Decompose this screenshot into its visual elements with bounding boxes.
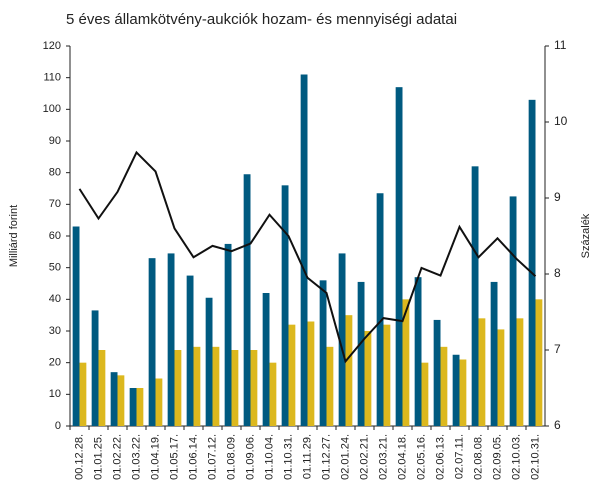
x-tick-label: 01.07.12. — [206, 434, 218, 480]
x-tick-label: 02.06.13. — [434, 434, 446, 480]
bar — [288, 324, 296, 426]
y-tick-label: 110 — [43, 72, 61, 84]
y-tick-label: 30 — [49, 325, 61, 337]
bar — [98, 350, 106, 426]
x-tick-label: 01.10.31. — [282, 434, 294, 480]
bar — [440, 346, 448, 426]
bar — [129, 388, 137, 426]
bar — [528, 99, 536, 426]
y2-tick-label: 7 — [554, 342, 561, 356]
bar — [452, 354, 460, 426]
x-tick-label: 02.08.08. — [472, 434, 484, 480]
bar — [471, 166, 479, 427]
x-tick-label: 01.09.06. — [244, 434, 256, 480]
bar — [478, 318, 486, 426]
x-tick-label: 02.10.03. — [510, 434, 522, 480]
y-tick-label: 60 — [49, 230, 61, 242]
x-tick-label: 01.01.25. — [92, 434, 104, 480]
bar — [459, 359, 467, 426]
bar — [300, 74, 308, 426]
y-tick-label: 90 — [49, 135, 61, 147]
bar — [535, 299, 543, 426]
line — [78, 150, 537, 364]
x-tick-label: 02.03.21. — [377, 434, 389, 480]
bar — [269, 362, 277, 426]
y-tick-label: 100 — [43, 103, 61, 115]
bar — [110, 372, 118, 426]
bar — [509, 196, 517, 426]
bar — [79, 362, 87, 426]
x-tick-label: 02.01.24. — [339, 434, 351, 480]
bar — [155, 378, 163, 426]
bar — [497, 329, 505, 426]
x-tick-label: 01.06.14. — [187, 434, 199, 480]
y-tick-label: 40 — [49, 293, 61, 305]
y-tick-label: 0 — [55, 420, 61, 432]
x-tick-label: 01.11.29. — [301, 434, 313, 479]
x-tick-label: 01.04.19. — [149, 434, 161, 480]
y2-tick-label: 11 — [554, 38, 567, 52]
bar — [307, 321, 315, 426]
bar — [414, 277, 422, 426]
x-tick-label: 01.08.09. — [225, 434, 237, 480]
bar — [357, 281, 365, 426]
bar — [395, 87, 403, 427]
bar — [364, 331, 372, 426]
y2-tick-label: 6 — [554, 418, 561, 432]
x-tick-label: 02.07.11. — [453, 434, 465, 479]
bar — [231, 350, 239, 426]
y-tick-label: 70 — [49, 198, 61, 210]
bar — [376, 193, 384, 426]
bar — [281, 185, 289, 426]
x-tick-label: 01.03.22. — [130, 434, 142, 480]
x-tick-label: 01.02.22. — [111, 434, 123, 480]
bar — [174, 350, 182, 426]
bar — [224, 243, 232, 426]
bar — [338, 253, 346, 426]
bar — [243, 174, 251, 426]
x-tick-label: 02.02.21. — [358, 434, 370, 480]
y-tick-label: 50 — [49, 262, 61, 274]
y-tick-label: 120 — [43, 40, 61, 52]
y-tick-label: 80 — [49, 167, 61, 179]
y2-tick-label: 9 — [554, 190, 561, 204]
bar — [212, 346, 220, 426]
x-tick-label: 01.12.27. — [320, 434, 332, 480]
bar — [326, 346, 334, 426]
bar — [186, 275, 194, 426]
bar — [421, 362, 429, 426]
bar — [402, 299, 410, 426]
x-tick-label: 02.04.18. — [396, 434, 408, 480]
y-tick-label: 10 — [49, 388, 61, 400]
bar — [516, 318, 524, 426]
bar — [167, 253, 175, 426]
x-tick-label: 01.05.17. — [168, 434, 180, 480]
bar — [250, 350, 258, 426]
x-tick-label: 02.09.05. — [491, 434, 503, 480]
bar — [383, 324, 391, 426]
bar — [72, 226, 80, 426]
bar — [205, 297, 213, 426]
y2-tick-label: 10 — [554, 114, 568, 128]
bar — [136, 388, 144, 426]
y-tick-label: 20 — [49, 357, 61, 369]
x-tick-label: 00.12.28. — [73, 434, 85, 480]
bar — [433, 319, 441, 426]
bar — [345, 315, 353, 426]
bar — [490, 281, 498, 426]
y2-tick-label: 8 — [554, 266, 561, 280]
x-tick-label: 02.10.31. — [529, 434, 541, 480]
bar — [193, 346, 201, 426]
x-tick-label: 02.05.16. — [415, 434, 427, 480]
bar — [262, 293, 270, 426]
y2-axis-label: Százalék — [580, 213, 592, 258]
bar — [148, 258, 156, 426]
y-axis-label: Milliárd forint — [8, 205, 20, 267]
bar — [91, 310, 99, 426]
x-tick-label: 01.10.04. — [263, 434, 275, 480]
chart-title: 5 éves államkötvény-aukciók hozam- és me… — [66, 11, 457, 28]
bar — [319, 280, 327, 426]
bar — [117, 375, 125, 426]
